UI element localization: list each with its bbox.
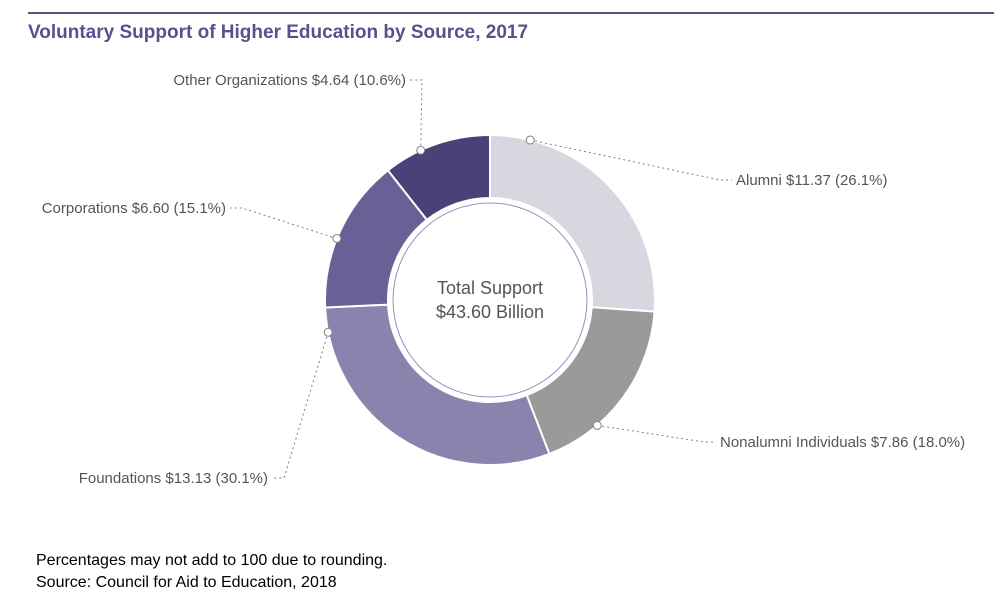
leader-nonalumni-individuals: [597, 425, 716, 442]
inner-ring: [393, 203, 587, 397]
label-alumni: Alumni $11.37 (26.1%): [736, 172, 887, 189]
leader-foundations: [272, 332, 328, 478]
footnote-source: Source: Council for Aid to Education, 20…: [36, 574, 337, 592]
footnote-rounding: Percentages may not add to 100 due to ro…: [36, 552, 387, 570]
leader-other-organizations: [410, 80, 422, 150]
leader-dot-nonalumni-individuals: [593, 421, 601, 429]
chart-container: Voluntary Support of Higher Education by…: [0, 0, 1002, 607]
slice-nonalumni-individuals: [527, 307, 655, 454]
leader-dot-other-organizations: [417, 146, 425, 154]
label-other-organizations: Other Organizations $4.64 (10.6%): [173, 72, 406, 89]
leader-dot-corporations: [333, 235, 341, 243]
label-foundations: Foundations $13.13 (30.1%): [79, 470, 268, 487]
slice-foundations: [325, 305, 549, 465]
label-corporations: Corporations $6.60 (15.1%): [42, 200, 226, 217]
label-nonalumni-individuals: Nonalumni Individuals $7.86 (18.0%): [720, 434, 965, 451]
center-label-line2: $43.60 Billion: [436, 302, 544, 322]
leader-dot-foundations: [324, 328, 332, 336]
leader-dot-alumni: [526, 136, 534, 144]
donut-chart: Alumni $11.37 (26.1%) Nonalumni Individua…: [0, 0, 1002, 607]
center-label-line1: Total Support: [437, 278, 543, 298]
leader-corporations: [230, 208, 337, 239]
